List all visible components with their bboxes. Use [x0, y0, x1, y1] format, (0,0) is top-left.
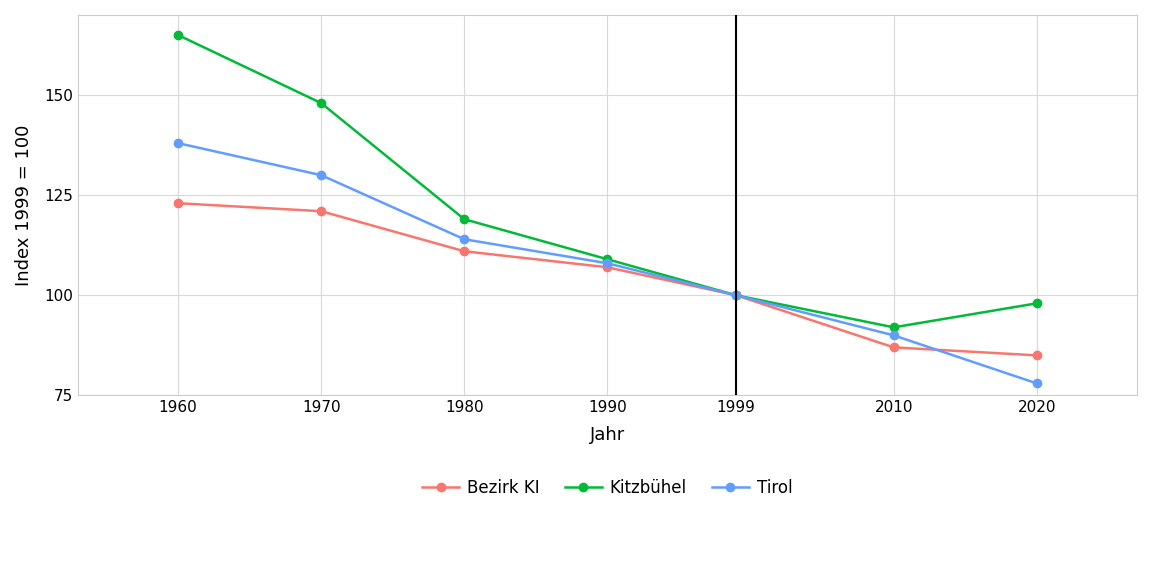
Tirol: [1030, 380, 1044, 387]
Line: Kitzbühel: Kitzbühel: [174, 31, 1041, 332]
Tirol: [729, 292, 743, 299]
Bezirk KI: [1030, 352, 1044, 359]
Bezirk KI: [314, 208, 328, 215]
Tirol: [314, 172, 328, 179]
Legend: Bezirk KI, Kitzbühel, Tirol: Bezirk KI, Kitzbühel, Tirol: [416, 472, 799, 503]
Bezirk KI: [457, 248, 471, 255]
Bezirk KI: [729, 292, 743, 299]
Kitzbühel: [600, 256, 614, 263]
Tirol: [887, 332, 901, 339]
Y-axis label: Index 1999 = 100: Index 1999 = 100: [15, 124, 33, 286]
Tirol: [457, 236, 471, 242]
Kitzbühel: [729, 292, 743, 299]
X-axis label: Jahr: Jahr: [590, 426, 626, 445]
Bezirk KI: [172, 200, 185, 207]
Tirol: [172, 140, 185, 147]
Kitzbühel: [172, 32, 185, 39]
Kitzbühel: [457, 216, 471, 223]
Bezirk KI: [600, 264, 614, 271]
Bezirk KI: [887, 344, 901, 351]
Kitzbühel: [887, 324, 901, 331]
Tirol: [600, 260, 614, 267]
Line: Bezirk KI: Bezirk KI: [174, 199, 1041, 359]
Line: Tirol: Tirol: [174, 139, 1041, 388]
Kitzbühel: [314, 100, 328, 107]
Kitzbühel: [1030, 300, 1044, 307]
